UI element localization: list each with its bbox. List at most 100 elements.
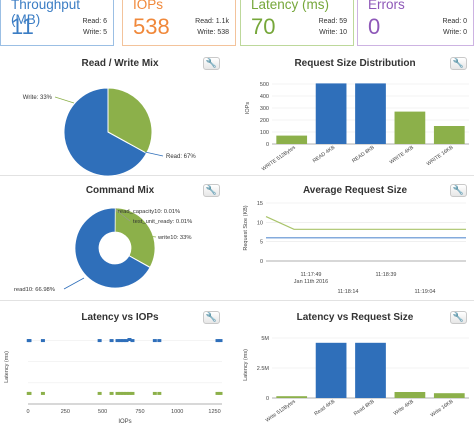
kpi-iops[interactable]: IOPs 538 Read: 1.1k Write: 538 (122, 0, 236, 46)
x-tick-label: Write 512Bytes (265, 398, 298, 423)
x-tick-label: Write 16KB (430, 398, 455, 418)
scatter-point (97, 339, 102, 343)
panel-title-latency-iops: Latency vs IOPs (81, 312, 159, 323)
y-tick-label: 400 (260, 94, 269, 100)
scatter-point (124, 339, 129, 343)
x-tick-label: 250 (61, 409, 70, 415)
x-tick-label: WRITE 4KB (389, 144, 416, 165)
scatter-point (127, 391, 132, 395)
kpi-value: 0 (368, 14, 381, 39)
rw-mix-pie-chart: Write: 33% Read: 67% (23, 87, 196, 177)
latency-iops-settings-button[interactable]: 🔧 (203, 311, 220, 324)
kpi-title: Errors (368, 0, 405, 12)
bar (276, 135, 308, 144)
kpi-title: Throughput (MB) (11, 0, 81, 27)
bar (355, 342, 386, 398)
bar (433, 126, 465, 144)
x-tick-label: 0 (26, 409, 29, 415)
scatter-point (218, 391, 223, 395)
series-line (265, 215, 466, 230)
y-tick-label: 0 (266, 396, 269, 402)
scatter-point (118, 391, 123, 395)
request-size-bar-chart: 0 100 200 300 400 500 WRITE 512Bytes READ 4KB RE… (245, 82, 469, 172)
pie-slice-write (107, 87, 153, 154)
scatter-point (27, 339, 32, 343)
x-tick-label: Read 4KB (313, 398, 336, 417)
scatter-point (27, 391, 32, 395)
bar (315, 342, 347, 398)
y-axis-label: Latency (ms) (4, 351, 10, 383)
x-tick-label: 11:18:14 (337, 289, 358, 295)
pie-label-read: Read: 67% (166, 154, 196, 160)
pie-label-leader (144, 151, 164, 157)
scatter-point (124, 391, 129, 395)
kpi-latency[interactable]: Latency (ms) 70 Read: 59 Write: 10 (240, 0, 354, 46)
kpi-write: Write: 538 (197, 29, 229, 36)
kpi-value: 538 (133, 14, 170, 39)
bar (394, 392, 426, 398)
panel-title-avg-request: Average Request Size (302, 185, 408, 196)
scatter-point (215, 339, 220, 343)
x-tick-label: WRITE 512Bytes (261, 144, 297, 172)
pie-slice-read (63, 87, 148, 177)
y-axis-label: Request Size (KB) (243, 205, 249, 250)
y-axis-label: IOPs (245, 102, 251, 114)
donut-label-leader (115, 209, 131, 222)
donut-label-test-unit-ready: test_unit_ready: 0.01% (133, 219, 192, 225)
latency-request-settings-button[interactable]: 🔧 (450, 311, 467, 324)
latency-iops-scatter-chart: 0 250 500 750 1000 1250 IOPs Latency (ms) (4, 338, 223, 425)
y-tick-label: 2.5M (257, 366, 270, 372)
x-axis-label: IOPs (118, 419, 131, 425)
y-tick-label: 0 (266, 142, 269, 148)
scatter-point (152, 339, 157, 343)
latency-request-bar-chart: 0 2.5M 5M Write 512Bytes Read 4KB Read 8KB Wri… (243, 336, 469, 424)
y-tick-label: 5M (261, 336, 269, 342)
donut-label-read10: read10: 66.98% (14, 287, 55, 293)
x-tick-label: 11:18:39 (375, 272, 396, 278)
kpi-errors[interactable]: Errors 0 Read: 0 Write: 0 (357, 0, 474, 46)
donut-slice-read10 (74, 207, 151, 289)
scatter-point (40, 339, 45, 343)
row-divider (0, 175, 474, 176)
kpi-read: Read: 6 (82, 18, 107, 25)
x-tick-label: Read 8KB (353, 398, 376, 417)
scatter-point (115, 391, 120, 395)
x-tick-label: Write 4KB (393, 398, 416, 417)
y-tick-label: 0 (260, 259, 263, 265)
scatter-point (157, 391, 162, 395)
kpi-read: Read: 59 (318, 18, 347, 25)
bar (394, 111, 426, 144)
scatter-point (130, 339, 135, 343)
bar (315, 83, 347, 144)
rw-mix-settings-button[interactable]: 🔧 (203, 57, 220, 70)
avg-request-settings-button[interactable]: 🔧 (450, 184, 467, 197)
x-tick-label: READ 4KB (312, 144, 337, 164)
command-mix-settings-button[interactable]: 🔧 (203, 184, 220, 197)
scatter-point (97, 391, 102, 395)
command-mix-donut-chart: read_capacity10: 0.01% test_unit_ready: 0… (14, 207, 192, 293)
y-tick-label: 10 (257, 220, 263, 226)
panel-title-latency-request: Latency vs Request Size (296, 312, 414, 323)
x-tick-label: 1250 (208, 409, 220, 415)
kpi-throughput[interactable]: Throughput (MB) 11 Read: 6 Write: 5 (0, 0, 114, 46)
y-tick-label: 300 (260, 106, 269, 112)
donut-label-leader (147, 235, 157, 238)
row-divider (0, 300, 474, 301)
scatter-point (40, 391, 45, 395)
scatter-point (109, 339, 114, 343)
scatter-point (115, 339, 120, 343)
kpi-title: IOPs (133, 0, 164, 12)
x-tick-label: 1000 (171, 409, 183, 415)
kpi-read: Read: 0 (442, 18, 467, 25)
x-tick-label: 11:17:49 (300, 272, 321, 278)
y-tick-label: 100 (260, 130, 269, 136)
panel-title-rw-mix: Read / Write Mix (81, 58, 159, 69)
panel-title-command-mix: Command Mix (85, 185, 155, 196)
scatter-point (118, 339, 123, 343)
x-tick-label: WRITE 16KB (426, 144, 455, 167)
request-size-settings-button[interactable]: 🔧 (450, 57, 467, 70)
pie-label-leader (54, 96, 75, 104)
x-tick-label: 750 (135, 409, 144, 415)
scatter-point (127, 338, 132, 342)
pie-label-write: Write: 33% (23, 95, 53, 101)
